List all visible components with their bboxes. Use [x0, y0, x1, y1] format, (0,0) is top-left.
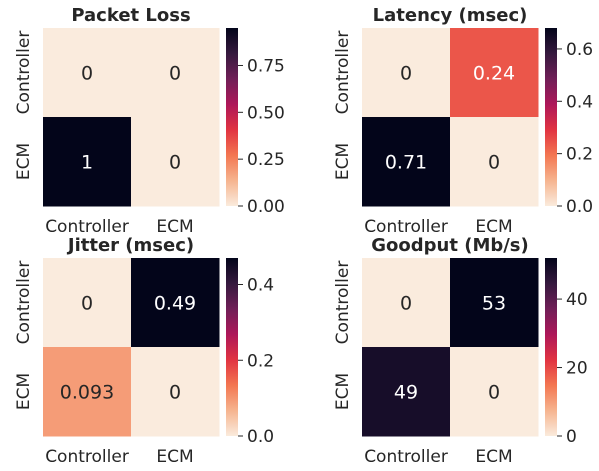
cell-annotation: 0.49 — [154, 293, 196, 315]
cell-annotation: 0 — [81, 63, 93, 85]
heatmap-cell — [450, 28, 539, 118]
cell-annotation: 0 — [400, 63, 412, 85]
x-tick-label: ECM — [475, 447, 512, 467]
heatmap-cell — [131, 258, 220, 348]
colorbar-tick-label: 0.75 — [247, 56, 285, 76]
colorbar — [226, 258, 238, 436]
chart-title: Latency (msec) — [373, 5, 528, 26]
colorbar-tick-label: 0.6 — [566, 40, 593, 60]
colorbar-tick-label: 0.25 — [247, 150, 285, 170]
colorbar-tick-label: 0.0 — [247, 427, 274, 447]
cell-annotation: 0 — [488, 152, 500, 174]
colorbar-tick-label: 0.2 — [566, 145, 593, 165]
y-tick-label: Controller — [14, 261, 34, 345]
heatmap-cell — [43, 258, 132, 348]
x-tick-label: ECM — [475, 217, 512, 237]
chart-title: Jitter (msec) — [66, 235, 194, 256]
colorbar-tick-label: 0.0 — [566, 197, 593, 217]
cell-annotation: 53 — [482, 293, 506, 315]
y-tick-label: Controller — [14, 31, 34, 115]
colorbar-tick-label: 0.50 — [247, 103, 285, 123]
colorbar-tick-label: 0.4 — [566, 92, 593, 112]
y-tick-label: Controller — [333, 31, 353, 115]
heatmap-cell — [43, 347, 132, 437]
y-tick-label: ECM — [333, 143, 353, 180]
heatmap-cell — [362, 117, 451, 207]
y-tick-label: ECM — [14, 143, 34, 180]
cell-annotation: 0 — [169, 152, 181, 174]
colorbar-tick-label: 40 — [566, 290, 588, 310]
heatmap-cell — [131, 347, 220, 437]
y-tick-label: ECM — [14, 373, 34, 410]
cell-annotation: 0 — [400, 293, 412, 315]
colorbar — [226, 28, 238, 206]
cell-annotation: 0 — [488, 382, 500, 404]
colorbar — [545, 258, 557, 436]
heatmap-cell — [450, 347, 539, 437]
chart-title: Goodput (Mb/s) — [371, 235, 529, 256]
cell-annotation: 0.71 — [385, 152, 427, 174]
chart-title: Packet Loss — [71, 5, 190, 26]
colorbar-tick-label: 0 — [566, 427, 577, 447]
colorbar — [545, 28, 557, 206]
cell-annotation: 0 — [169, 63, 181, 85]
colorbar-tick-label: 0.4 — [247, 276, 274, 296]
heatmap-cell — [43, 117, 132, 207]
colorbar-tick-label: 20 — [566, 359, 588, 379]
colorbar-tick-label: 0.2 — [247, 351, 274, 371]
y-tick-label: Controller — [333, 261, 353, 345]
heatmap-cell — [450, 117, 539, 207]
heatmap-cell — [131, 117, 220, 207]
cell-annotation: 0.24 — [473, 63, 515, 85]
cell-annotation: 1 — [81, 152, 93, 174]
cell-annotation: 0.093 — [60, 382, 114, 404]
x-tick-label: ECM — [156, 447, 193, 467]
cell-annotation: 49 — [394, 382, 418, 404]
x-tick-label: ECM — [156, 217, 193, 237]
cell-annotation: 0 — [81, 293, 93, 315]
x-tick-label: Controller — [364, 217, 448, 237]
cell-annotation: 0 — [169, 382, 181, 404]
x-tick-label: Controller — [45, 447, 129, 467]
heatmap-cell — [131, 28, 220, 118]
x-tick-label: Controller — [45, 217, 129, 237]
x-tick-label: Controller — [364, 447, 448, 467]
heatmap-cell — [450, 258, 539, 348]
heatmap-cell — [362, 28, 451, 118]
colorbar-tick-label: 0.00 — [247, 197, 285, 217]
heatmap-cell — [43, 28, 132, 118]
heatmap-cell — [362, 258, 451, 348]
heatmap-cell — [362, 347, 451, 437]
y-tick-label: ECM — [333, 373, 353, 410]
